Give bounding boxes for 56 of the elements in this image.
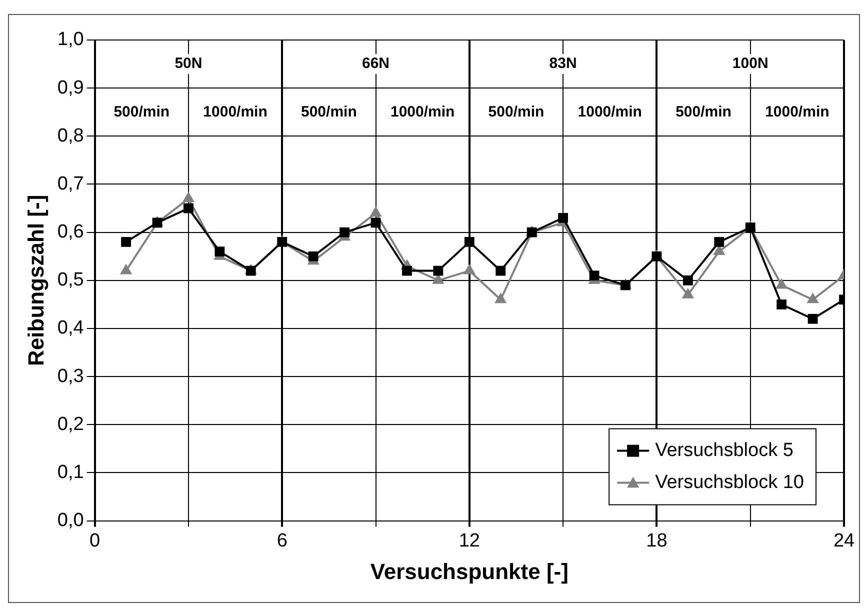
annotation: 500/min (676, 103, 732, 120)
x-tick-label: 24 (833, 530, 855, 552)
point (184, 203, 194, 214)
point (463, 264, 476, 274)
annotation: 500/min (114, 103, 170, 120)
y-axis-title: Reibungszahl [-] (23, 194, 48, 366)
point (589, 270, 600, 281)
point (370, 206, 382, 217)
annotation: 1000/min (578, 103, 642, 120)
point (370, 218, 381, 228)
x-axis-title: Versuchspunkte [-] (370, 558, 568, 584)
point (433, 266, 444, 276)
point (494, 292, 507, 304)
y-tick-label: 0,8 (57, 125, 84, 146)
point (776, 278, 788, 289)
y-tick-label: 0,5 (57, 270, 84, 291)
annotation: 50N (174, 55, 202, 72)
annotation: 1000/min (390, 103, 455, 120)
point (340, 227, 350, 238)
point (682, 275, 693, 286)
x-tick-label: 12 (458, 530, 480, 552)
point (714, 236, 724, 247)
y-tick-label: 0,9 (57, 77, 84, 98)
y-tick-label: 0,6 (57, 222, 84, 243)
point (464, 236, 474, 247)
annotation: 66N (362, 55, 390, 72)
y-tick-label: 1,0 (57, 29, 84, 50)
annotation: 1000/min (765, 103, 830, 120)
point (496, 266, 506, 276)
y-tick-label: 0,3 (57, 366, 84, 387)
annotation: 500/min (488, 103, 544, 120)
annotation: 1000/min (203, 103, 268, 120)
y-tick-label: 0,4 (57, 318, 84, 339)
point (806, 292, 819, 304)
legend-label: Versuchsblock 5 (655, 440, 794, 462)
point (120, 264, 132, 274)
legend-label: Versuchsblock 10 (655, 472, 804, 494)
y-tick-label: 0,0 (57, 510, 84, 532)
point (808, 314, 818, 324)
point (121, 236, 131, 247)
y-tick-label: 0,2 (57, 414, 84, 435)
annotation: 83N (549, 55, 577, 72)
point (776, 299, 787, 310)
y-tick-label: 0,1 (57, 462, 84, 483)
point (182, 192, 195, 202)
point (214, 246, 225, 256)
annotation: 100N (732, 55, 768, 72)
x-tick-label: 18 (646, 530, 668, 552)
annotation: 500/min (300, 103, 357, 120)
x-tick-label: 6 (276, 530, 288, 552)
point (308, 251, 318, 262)
y-tick-label: 0,7 (57, 173, 84, 194)
point (558, 212, 568, 223)
point (402, 266, 412, 276)
point (682, 288, 694, 298)
x-tick-label: 0 (90, 530, 100, 552)
